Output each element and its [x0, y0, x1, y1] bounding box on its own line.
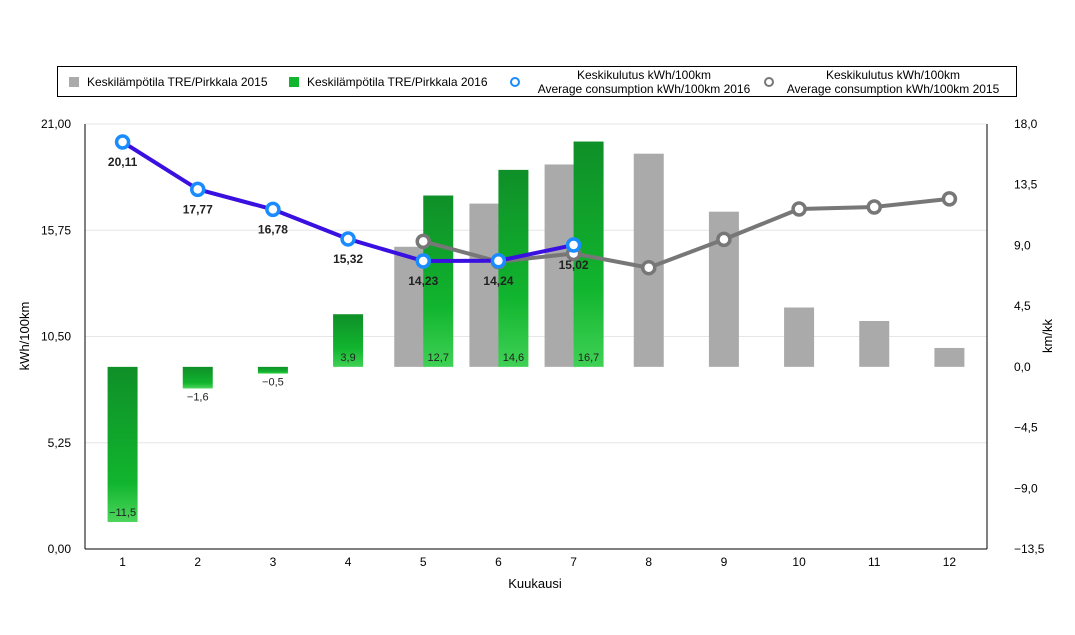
y-tick-label-left: 15,75	[41, 223, 71, 237]
bar	[934, 347, 965, 367]
line-data-label: 15,02	[559, 258, 589, 272]
bar-data-label: −11,5	[109, 507, 136, 519]
line-marker	[941, 191, 958, 207]
legend: Keskilämpötila TRE/Pirkkala 2015 Keskilä…	[57, 66, 1017, 97]
line-marker	[415, 233, 431, 250]
bar	[107, 366, 138, 523]
bar-data-label: −0,5	[262, 377, 284, 389]
y-tick-label-right: 4,5	[1014, 299, 1031, 313]
bar	[469, 203, 500, 367]
line-marker	[565, 237, 582, 253]
line-marker	[415, 253, 431, 269]
legend-label: Keskilämpötila TRE/Pirkkala 2015	[87, 74, 268, 89]
x-axis-title: Kuukausi	[508, 576, 562, 591]
legend-item-2015-consumption: Keskikulutus kWh/100km Average consumpti…	[778, 68, 1008, 96]
bar-data-label: −1,6	[187, 391, 209, 403]
line-marker	[340, 231, 356, 247]
legend-item-2016-temp: Keskilämpötila TRE/Pirkkala 2016	[289, 67, 488, 96]
y-tick-label-right: −13,5	[1014, 542, 1045, 556]
x-tick-label: 10	[792, 555, 806, 569]
legend-marker-gray-circle-icon	[764, 77, 774, 87]
bar-data-label: 14,6	[503, 352, 524, 364]
y-axis-left-title: kWh/100km	[17, 302, 32, 371]
y-tick-label-right: 18,0	[1014, 117, 1038, 131]
bar	[544, 164, 575, 367]
bar-data-label: 12,7	[428, 352, 449, 364]
bar-data-label: 3,9	[340, 352, 355, 364]
series-line	[422, 196, 950, 270]
x-tick-label: 11	[868, 555, 881, 569]
line-data-label: 14,23	[408, 274, 438, 288]
legend-item-2015-temp: Keskilämpötila TRE/Pirkkala 2015	[69, 67, 268, 96]
bar	[182, 366, 213, 389]
x-tick-label: 7	[570, 555, 577, 569]
y-tick-label-right: 0,0	[1014, 360, 1031, 374]
x-tick-label: 3	[270, 555, 277, 569]
legend-item-2016-consumption: Keskikulutus kWh/100km Average consumpti…	[524, 68, 764, 96]
legend-swatch-green	[289, 76, 299, 87]
y-axis-right-title: km/kk	[1040, 319, 1055, 353]
x-tick-label: 4	[345, 555, 352, 569]
x-tick-label: 2	[194, 555, 201, 569]
legend-label: Average consumption kWh/100km 2015	[786, 82, 1000, 96]
line-data-label: 16,78	[258, 222, 288, 236]
legend-label: Keskikulutus kWh/100km	[825, 68, 961, 82]
legend-swatch-gray	[69, 76, 79, 87]
line-marker	[791, 201, 807, 217]
line-data-label: 17,77	[183, 202, 213, 216]
y-tick-label-left: 10,50	[41, 330, 71, 344]
axes: 0,00 5,25 10,50 15,75 21,00 −13,5 −9,0 −4,5 0,0 4…	[41, 117, 1045, 569]
x-tick-label: 5	[420, 555, 427, 569]
line-marker	[114, 134, 131, 150]
x-tick-label: 9	[721, 555, 728, 569]
y-tick-label-left: 21,00	[41, 117, 71, 131]
line-marker	[265, 201, 281, 218]
line-data-label: 15,32	[333, 252, 363, 266]
bar	[859, 320, 890, 367]
bar	[498, 169, 529, 367]
y-tick-label-left: 5,25	[48, 436, 72, 450]
gridlines	[85, 123, 987, 444]
bars	[107, 141, 965, 523]
y-tick-label-right: 13,5	[1014, 178, 1038, 192]
line-data-label: 20,11	[108, 155, 138, 169]
bar-data-label: 16,7	[578, 352, 599, 364]
bar	[257, 366, 288, 374]
bar	[784, 307, 815, 367]
y-tick-label-right: −9,0	[1014, 481, 1038, 495]
legend-label: Keskilämpötila TRE/Pirkkala 2016	[307, 74, 488, 89]
bar	[423, 195, 454, 367]
legend-label: Keskikulutus kWh/100km	[576, 68, 712, 82]
y-tick-label-left: 0,00	[48, 542, 72, 556]
lines	[114, 134, 958, 276]
x-tick-label: 8	[645, 555, 652, 569]
x-tick-label: 6	[495, 555, 502, 569]
line-marker	[866, 199, 882, 215]
legend-marker-blue-circle-icon	[510, 77, 520, 87]
line-marker	[716, 231, 732, 248]
y-tick-label-right: 9,0	[1014, 238, 1031, 252]
line-data-label: 14,24	[483, 274, 513, 288]
x-tick-label: 1	[119, 555, 126, 569]
line-marker	[641, 259, 657, 276]
data-labels: −11,5 −1,6 −0,5 3,9 12,7 14,6 16,7 20,11 17,77 16…	[108, 155, 599, 519]
y-tick-label-right: −4,5	[1014, 421, 1038, 435]
bar	[333, 314, 364, 367]
line-marker	[490, 253, 507, 269]
legend-label: Average consumption kWh/100km 2016	[537, 82, 751, 96]
line-marker	[190, 181, 206, 198]
x-tick-label: 12	[943, 555, 957, 569]
